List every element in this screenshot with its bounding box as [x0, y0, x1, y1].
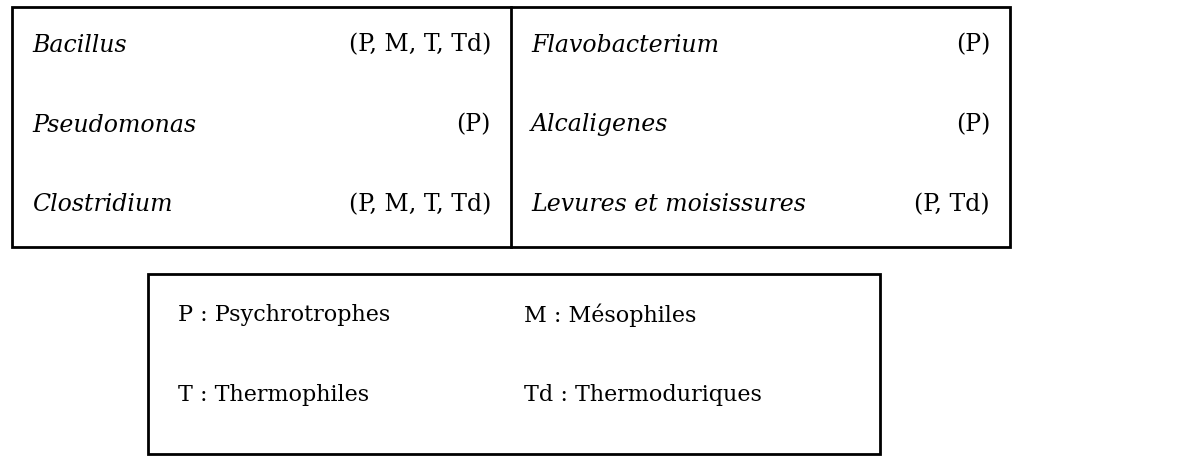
Text: Clostridium: Clostridium	[32, 193, 172, 216]
Text: Td : Thermoduriques: Td : Thermoduriques	[524, 383, 762, 405]
Text: P : Psychrotrophes: P : Psychrotrophes	[178, 303, 390, 325]
Text: Flavobacterium: Flavobacterium	[531, 33, 719, 56]
Text: Pseudomonas: Pseudomonas	[32, 113, 196, 136]
Text: M : Mésophiles: M : Mésophiles	[524, 303, 696, 326]
Text: (P, Td): (P, Td)	[915, 193, 990, 216]
Text: Levures et moisissures: Levures et moisissures	[531, 193, 806, 216]
Text: Bacillus: Bacillus	[32, 33, 127, 56]
Text: (P): (P)	[955, 113, 990, 136]
Text: Alcaligenes: Alcaligenes	[531, 113, 669, 136]
Text: T : Thermophiles: T : Thermophiles	[178, 383, 369, 405]
Text: (P): (P)	[955, 33, 990, 56]
Bar	[148, 275, 880, 454]
Text: (P, M, T, Td): (P, M, T, Td)	[349, 193, 491, 216]
Text: (P, M, T, Td): (P, M, T, Td)	[349, 33, 491, 56]
Bar	[12, 8, 1010, 247]
Text: (P): (P)	[456, 113, 491, 136]
